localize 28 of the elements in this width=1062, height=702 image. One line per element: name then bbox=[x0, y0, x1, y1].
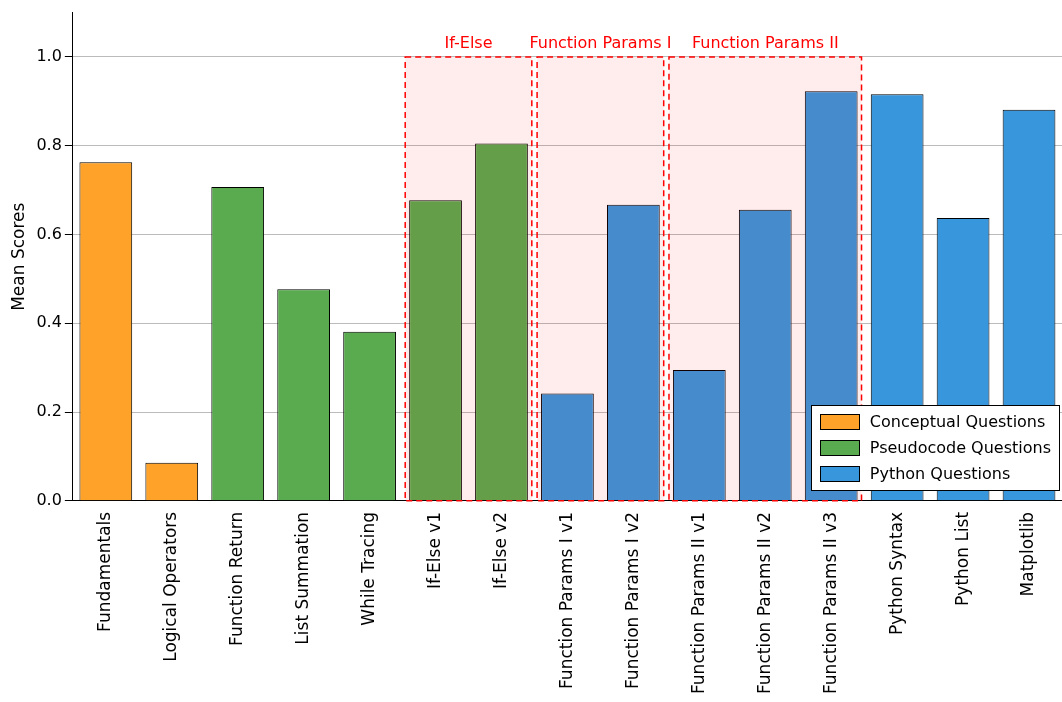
x-tick-label: Function Params II v2 bbox=[753, 511, 774, 694]
legend-label: Conceptual Questions bbox=[869, 412, 1046, 432]
x-tick-label: While Tracing bbox=[358, 511, 379, 626]
y-tick-label: 0.4 bbox=[36, 312, 62, 332]
legend-label: Pseudocode Questions bbox=[869, 438, 1051, 458]
x-tick-label: Function Params I v1 bbox=[555, 511, 576, 689]
band-label: Function Params II bbox=[691, 33, 839, 53]
x-tick-label: If-Else v2 bbox=[489, 511, 510, 590]
y-tick-label: 0.6 bbox=[36, 223, 62, 243]
x-tick-label: If-Else v1 bbox=[423, 511, 444, 590]
x-tick-label: Function Params I v2 bbox=[621, 511, 642, 689]
x-tick-label: Function Return bbox=[226, 511, 247, 646]
band-label: If-Else bbox=[444, 33, 493, 53]
legend-label: Python Questions bbox=[869, 464, 1011, 484]
y-tick-label: 0.2 bbox=[36, 401, 62, 421]
y-tick-label: 0.8 bbox=[36, 134, 62, 154]
x-tick-label: List Summation bbox=[292, 511, 313, 645]
x-tick-label: Python List bbox=[951, 511, 972, 606]
y-tick-label: 1.0 bbox=[36, 46, 62, 66]
x-tick-label: Matplotlib bbox=[1017, 511, 1038, 597]
x-tick-label: Python Syntax bbox=[885, 511, 906, 635]
x-tick-label: Function Params II v1 bbox=[687, 511, 708, 694]
x-tick-label: Fundamentals bbox=[94, 511, 115, 632]
y-tick-label: 0.0 bbox=[36, 490, 62, 509]
y-axis-title: Mean Scores bbox=[7, 202, 28, 311]
x-tick-label: Function Params II v3 bbox=[819, 511, 840, 694]
x-tick-label: Logical Operators bbox=[160, 511, 181, 662]
band-label: Function Params I bbox=[529, 33, 672, 53]
